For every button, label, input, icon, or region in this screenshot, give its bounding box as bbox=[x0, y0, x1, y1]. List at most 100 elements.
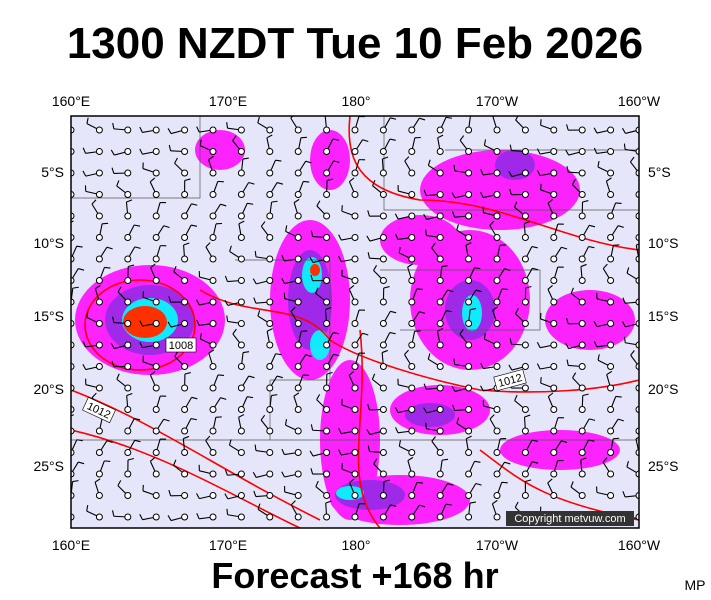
station bbox=[493, 492, 501, 499]
station bbox=[124, 212, 132, 220]
wind-barb-flag bbox=[504, 461, 511, 465]
station bbox=[266, 255, 274, 263]
station bbox=[237, 126, 245, 134]
wind-barb-flag bbox=[566, 166, 569, 173]
station bbox=[266, 148, 274, 155]
wind-barb-flag bbox=[419, 311, 426, 314]
station bbox=[266, 298, 274, 306]
wind-barb-flag bbox=[514, 501, 519, 508]
wind-barb-flag bbox=[593, 321, 598, 327]
wind-barb-flag bbox=[78, 268, 85, 271]
station bbox=[550, 169, 558, 177]
station bbox=[465, 234, 473, 241]
wind-barb-flag bbox=[293, 392, 300, 397]
wind-barb-flag bbox=[111, 360, 115, 367]
wind-barb-flag bbox=[623, 336, 626, 343]
wind-barb-flag bbox=[111, 510, 115, 517]
station bbox=[323, 427, 331, 435]
wind-barb-flag bbox=[536, 363, 541, 370]
station bbox=[550, 148, 558, 155]
isobar-label: 1008 bbox=[169, 340, 193, 352]
station bbox=[607, 169, 615, 177]
station bbox=[521, 298, 529, 306]
wind-barb-flag bbox=[190, 418, 197, 421]
station bbox=[436, 148, 444, 155]
station bbox=[209, 492, 217, 499]
station bbox=[351, 427, 359, 435]
wind-barb-flag bbox=[509, 144, 512, 151]
station bbox=[493, 277, 501, 284]
wind-barb-flag bbox=[325, 500, 332, 504]
wind-barb-flag bbox=[62, 501, 66, 506]
station bbox=[351, 234, 359, 241]
wind-barb-flag bbox=[252, 471, 257, 478]
wind-barb-flag bbox=[253, 490, 257, 497]
wind-barb-flag bbox=[395, 427, 399, 434]
wind-barb-flag bbox=[404, 349, 409, 355]
wind-barb-flag bbox=[116, 373, 120, 380]
right-axis-label: 5°S bbox=[648, 164, 671, 180]
station bbox=[323, 320, 331, 327]
wind-barb bbox=[71, 194, 72, 196]
station bbox=[152, 384, 160, 392]
station bbox=[436, 427, 444, 435]
wind-barb-flag bbox=[425, 422, 427, 429]
station bbox=[408, 384, 416, 392]
station bbox=[379, 148, 387, 155]
wind-barb-flag bbox=[362, 139, 369, 143]
station bbox=[351, 384, 359, 392]
station bbox=[237, 234, 245, 241]
station bbox=[95, 234, 103, 241]
isobar-label-box bbox=[165, 337, 197, 353]
right-axis-label: 15°S bbox=[648, 308, 679, 324]
station bbox=[436, 341, 444, 349]
wind-barb-flag bbox=[196, 319, 200, 326]
wind-barb-flag bbox=[501, 288, 508, 290]
station bbox=[181, 126, 189, 134]
wind-barb-flag bbox=[76, 439, 83, 442]
station bbox=[209, 126, 217, 134]
station bbox=[294, 449, 302, 456]
wind-barb-flag bbox=[326, 371, 333, 375]
station bbox=[152, 169, 160, 177]
station bbox=[465, 449, 473, 456]
wind-barb-flag bbox=[257, 116, 260, 123]
wind-barb-flag bbox=[621, 127, 626, 134]
wind-barb-flag bbox=[310, 468, 314, 475]
station bbox=[209, 320, 217, 327]
wind-barb-flag bbox=[626, 267, 630, 274]
wind-barb-flag bbox=[531, 439, 538, 442]
station bbox=[578, 126, 586, 134]
station bbox=[408, 341, 416, 349]
station bbox=[209, 406, 217, 413]
station bbox=[209, 384, 217, 392]
station bbox=[181, 492, 189, 499]
wind-barb-flag bbox=[456, 224, 459, 231]
isobar-label-box bbox=[82, 396, 116, 424]
station bbox=[294, 427, 302, 435]
wind-barb-flag bbox=[310, 424, 314, 431]
wind-barb-flag bbox=[247, 202, 254, 205]
wind-barb-flag bbox=[617, 225, 624, 228]
station bbox=[521, 234, 529, 241]
wind-barb-flag bbox=[205, 242, 211, 248]
station bbox=[181, 384, 189, 392]
wind-barb-flag bbox=[224, 469, 228, 476]
wind-barb-flag bbox=[205, 435, 211, 441]
wind-barb-flag bbox=[602, 457, 608, 463]
station bbox=[607, 363, 615, 370]
station bbox=[152, 234, 160, 241]
wind-barb-flag bbox=[139, 341, 143, 348]
wind-barb-flag bbox=[196, 493, 200, 499]
wind-barb-flag bbox=[389, 332, 396, 335]
wind-barb-flag bbox=[372, 179, 376, 186]
station bbox=[152, 212, 160, 220]
wind-barb-flag bbox=[416, 481, 423, 484]
wind-barb-flag bbox=[196, 126, 200, 133]
station bbox=[351, 363, 359, 370]
station bbox=[95, 363, 103, 370]
station bbox=[550, 406, 558, 413]
wind-barb-flag bbox=[447, 483, 454, 486]
wind-barb-flag bbox=[183, 242, 190, 246]
wind-barb-flag bbox=[398, 440, 401, 447]
